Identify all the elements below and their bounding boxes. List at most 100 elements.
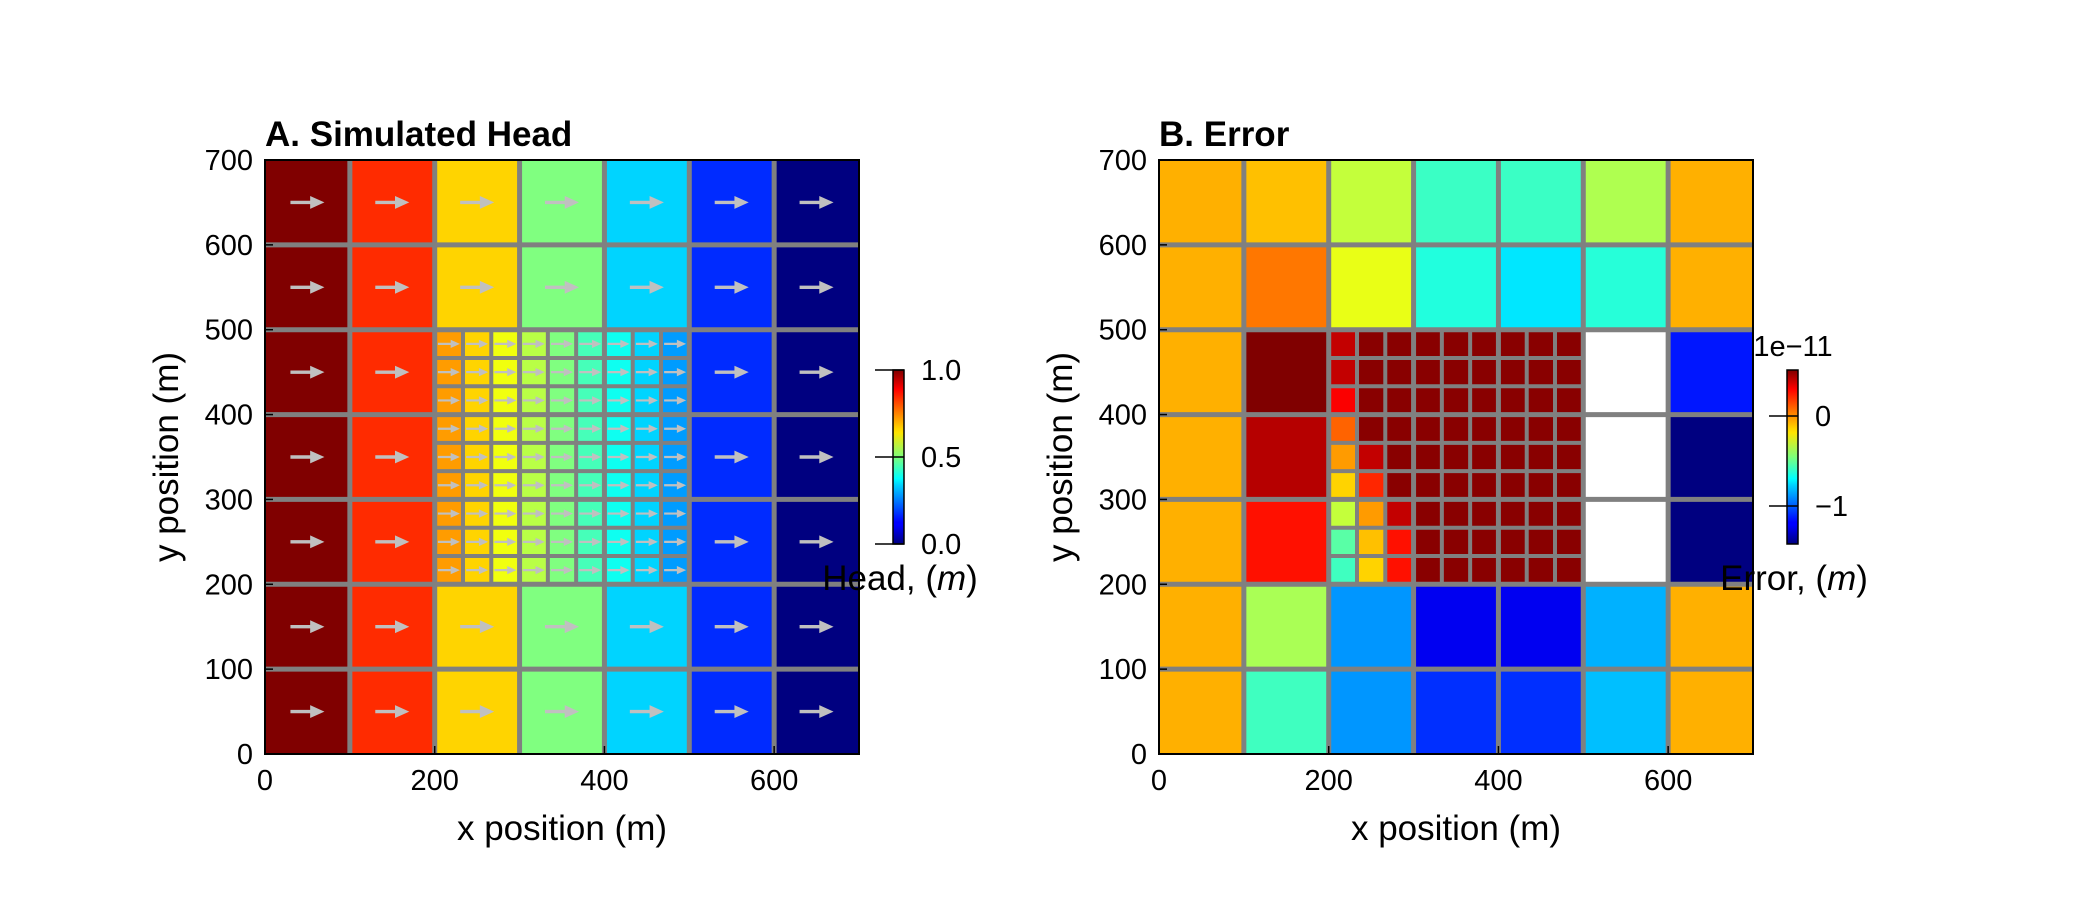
error-refined-cell bbox=[1498, 329, 1527, 358]
error-cell bbox=[1243, 414, 1329, 500]
error-cell bbox=[1159, 499, 1244, 585]
panel-b-colorbar: 0 −1 1e−11 Error, (m) bbox=[1720, 331, 1868, 598]
error-refined-cell bbox=[1328, 414, 1357, 443]
error-cell bbox=[1328, 584, 1414, 670]
error-refined-cell bbox=[1413, 499, 1442, 528]
error-refined-cell bbox=[1357, 329, 1386, 358]
error-refined-cell bbox=[1555, 442, 1584, 472]
flow-arrow bbox=[635, 396, 658, 405]
error-refined-cell bbox=[1498, 527, 1527, 556]
error-cell bbox=[1328, 244, 1414, 330]
flow-arrow bbox=[290, 450, 325, 464]
flow-arrow bbox=[579, 339, 602, 349]
flow-arrow bbox=[494, 537, 517, 547]
flow-arrow bbox=[714, 535, 749, 549]
error-cell bbox=[1668, 244, 1753, 330]
x-tick-label: 0 bbox=[257, 765, 273, 797]
flow-arrow bbox=[466, 339, 489, 349]
error-refined-cell bbox=[1385, 556, 1414, 585]
error-refined-cell bbox=[1441, 358, 1471, 387]
flow-arrow bbox=[494, 367, 517, 377]
flow-arrow bbox=[522, 396, 545, 405]
flow-arrow bbox=[799, 365, 834, 379]
x-tick-label: 200 bbox=[1305, 765, 1353, 797]
y-tick-label: 300 bbox=[205, 484, 253, 516]
error-refined-cell bbox=[1441, 442, 1471, 472]
error-refined-cell bbox=[1526, 329, 1555, 358]
flow-arrow bbox=[799, 705, 834, 718]
error-refined-cell bbox=[1470, 386, 1499, 415]
flow-arrow bbox=[545, 280, 579, 294]
flow-arrow bbox=[290, 620, 325, 634]
flow-arrow bbox=[290, 196, 325, 209]
error-refined-cell bbox=[1498, 414, 1527, 443]
error-cell bbox=[1668, 499, 1753, 585]
error-cell bbox=[1243, 244, 1329, 330]
error-refined-cell bbox=[1385, 527, 1414, 556]
flow-arrow bbox=[579, 367, 602, 377]
error-cell bbox=[1243, 329, 1329, 415]
error-refined-cell bbox=[1385, 414, 1414, 443]
error-refined-cell bbox=[1328, 386, 1357, 415]
y-tick-label: 600 bbox=[1099, 230, 1147, 262]
error-cell bbox=[1498, 669, 1584, 754]
error-refined-cell bbox=[1555, 329, 1584, 358]
flow-arrow bbox=[799, 620, 834, 634]
flow-arrow bbox=[551, 537, 573, 547]
error-cell bbox=[1668, 584, 1753, 670]
error-refined-cell bbox=[1413, 527, 1442, 556]
y-tick-label: 300 bbox=[1099, 484, 1147, 516]
error-refined-cell bbox=[1441, 471, 1471, 500]
x-tick-label: 600 bbox=[750, 765, 798, 797]
error-cell bbox=[1498, 584, 1584, 670]
panel-a-colorbar-label: Head, (m) bbox=[822, 559, 978, 598]
error-refined-cell bbox=[1328, 556, 1357, 585]
flow-arrow bbox=[579, 565, 602, 575]
flow-arrow bbox=[799, 196, 834, 209]
error-refined-cell bbox=[1441, 386, 1471, 415]
flow-arrow bbox=[579, 537, 602, 547]
flow-arrow bbox=[522, 509, 545, 518]
flow-arrow bbox=[714, 705, 749, 718]
error-cell bbox=[1243, 669, 1329, 754]
flow-arrow bbox=[375, 196, 410, 209]
flow-arrow bbox=[607, 424, 630, 433]
error-refined-cell bbox=[1526, 556, 1555, 585]
y-tick-label: 200 bbox=[1099, 569, 1147, 601]
y-tick-label: 600 bbox=[205, 230, 253, 262]
flow-arrow bbox=[545, 705, 579, 718]
flow-arrow bbox=[522, 367, 545, 377]
flow-arrow bbox=[551, 565, 573, 575]
flow-arrow bbox=[551, 339, 573, 349]
flow-arrow bbox=[714, 365, 749, 379]
flow-arrow bbox=[607, 481, 630, 490]
flow-arrow bbox=[579, 424, 602, 433]
error-refined-cell bbox=[1498, 358, 1527, 387]
flow-arrow bbox=[494, 452, 517, 462]
error-refined-cell bbox=[1328, 358, 1357, 387]
flow-arrow bbox=[466, 367, 489, 377]
flow-arrow bbox=[460, 280, 495, 294]
flow-arrow bbox=[607, 509, 630, 518]
panel-b-colorbar-label: Error, (m) bbox=[1720, 559, 1868, 598]
flow-arrow bbox=[466, 509, 489, 518]
error-refined-cell bbox=[1470, 442, 1499, 472]
flow-arrow bbox=[494, 396, 517, 405]
error-refined-cell bbox=[1470, 556, 1499, 585]
flow-arrow bbox=[799, 280, 834, 294]
error-refined-cell bbox=[1413, 329, 1442, 358]
flow-arrow bbox=[522, 424, 545, 433]
error-refined-cell bbox=[1526, 414, 1555, 443]
error-refined-cell bbox=[1357, 358, 1386, 387]
error-refined-cell bbox=[1526, 358, 1555, 387]
error-refined-cell bbox=[1441, 329, 1471, 358]
flow-arrow bbox=[466, 452, 489, 462]
flow-arrow bbox=[522, 452, 545, 462]
error-refined-cell bbox=[1357, 471, 1386, 500]
error-refined-cell bbox=[1441, 556, 1471, 585]
x-tick-label: 600 bbox=[1644, 765, 1692, 797]
error-cell bbox=[1498, 160, 1584, 245]
y-tick-label: 100 bbox=[205, 654, 253, 686]
error-refined-cell bbox=[1441, 414, 1471, 443]
